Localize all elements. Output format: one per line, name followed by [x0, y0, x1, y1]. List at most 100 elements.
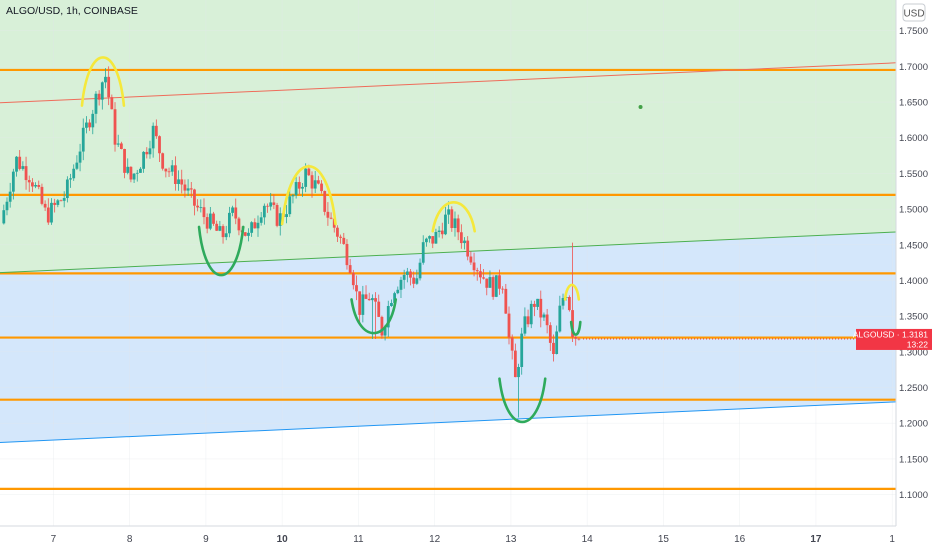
candle-body-8: [27, 180, 31, 183]
candle-body-22: [72, 168, 76, 179]
candle-body-163: [520, 333, 524, 367]
candle-body-18: [59, 200, 63, 202]
candle-body-169: [539, 298, 543, 318]
candle-body-97: [310, 175, 314, 189]
candle-body-13: [43, 203, 47, 208]
candle-body-166: [529, 303, 533, 325]
candle-body-155: [494, 275, 498, 297]
candle-body-165: [526, 316, 530, 325]
candle-body-50: [161, 153, 165, 169]
candle-body-1: [5, 201, 9, 211]
candle-body-85: [272, 202, 276, 205]
candle-body-135: [431, 236, 435, 244]
candle-body-112: [358, 291, 362, 315]
candle-body-158: [504, 288, 508, 314]
candle-body-53: [170, 165, 174, 172]
candle-body-12: [40, 186, 44, 204]
candle-body-162: [517, 366, 520, 378]
candle-body-58: [186, 188, 190, 191]
candle-body-11: [37, 185, 41, 187]
candle-body-60: [193, 189, 196, 206]
time-axis-background: [0, 526, 932, 550]
annotation-arc-6: [498, 377, 547, 424]
candle-body-20: [65, 179, 69, 199]
candle-body-128: [409, 271, 412, 278]
candle-body-150: [479, 271, 482, 278]
candle-body-31: [100, 82, 104, 100]
candle-body-82: [262, 205, 266, 218]
current-price-badge-background: [856, 328, 896, 350]
currency-button[interactable]: [902, 3, 926, 22]
candle-body-48: [154, 125, 158, 137]
time-tick-label-2: 9: [203, 534, 209, 545]
candle-body-133: [424, 238, 428, 243]
candle-body-109: [348, 265, 352, 273]
current-price-badge: ALGOUSD · 1.3181 13:22: [853, 328, 932, 350]
candle-body-127: [405, 271, 409, 275]
price-ticks: 1.7500 1.7000 1.6500 1.6000 1.5500 1.5000 1.45…: [899, 26, 928, 501]
candle-body-142: [453, 218, 457, 229]
candle-body-125: [399, 279, 403, 290]
candle-body-49: [158, 136, 161, 154]
candle-body-164: [523, 316, 527, 334]
candle-body-141: [450, 209, 454, 229]
candle-body-6: [21, 166, 25, 169]
price-tick-label-2: 1.6500: [899, 98, 928, 109]
time-tick-label-3: 10: [277, 534, 289, 545]
candle-body-123: [393, 293, 397, 303]
candle-body-87: [278, 213, 282, 226]
candle-body-4: [15, 156, 18, 172]
candle-body-167: [533, 303, 536, 307]
candle-body-38: [123, 148, 126, 173]
candle-body-99: [316, 180, 320, 184]
candle-body-111: [355, 285, 358, 292]
candle-body-79: [253, 222, 257, 229]
time-ticks: 7 8 9 10 11 12 13 14 15 16 17 1: [51, 534, 896, 545]
candle-body-171: [545, 314, 549, 326]
candle-body-14: [46, 207, 50, 223]
zones-layer: [0, 0, 896, 443]
price-tick-label-7: 1.4000: [899, 276, 928, 287]
candle-body-2: [8, 191, 12, 202]
candle-body-126: [402, 274, 406, 280]
candle-body-178: [567, 297, 571, 311]
time-tick-label-8: 15: [658, 534, 670, 545]
time-tick-label-5: 12: [429, 534, 441, 545]
candle-body-138: [440, 230, 444, 235]
candle-body-62: [199, 207, 203, 209]
candle-body-116: [370, 298, 374, 301]
marker-dot-0: [638, 105, 643, 110]
candle-body-64: [205, 217, 209, 229]
resistance-zone: [0, 0, 896, 273]
candle-body-33: [107, 76, 111, 98]
candle-body-181: [577, 338, 581, 340]
grid-layer: [0, 0, 896, 526]
price-tick-label-8: 1.3500: [899, 312, 928, 323]
candle-body-32: [104, 76, 107, 83]
price-tick-label-0: 1.7500: [899, 26, 928, 37]
candle-body-66: [212, 213, 215, 224]
candle-body-23: [75, 162, 79, 169]
candle-body-108: [345, 243, 349, 266]
candle-body-148: [472, 262, 476, 271]
candle-body-146: [466, 240, 470, 257]
candle-body-56: [180, 179, 184, 185]
candle-body-35: [113, 109, 117, 145]
candle-body-61: [196, 205, 200, 208]
price-tick-label-12: 1.1500: [899, 454, 928, 465]
candle-body-159: [507, 313, 511, 338]
candle-body-65: [208, 213, 212, 229]
candle-body-117: [374, 298, 377, 302]
candle-body-78: [250, 222, 254, 233]
trendlines-layer: [0, 62, 897, 443]
candle-body-92: [294, 182, 298, 196]
candle-body-130: [415, 278, 419, 284]
markers-layer: [638, 105, 643, 110]
candle-body-151: [482, 277, 485, 279]
price-tick-label-11: 1.2000: [899, 419, 928, 430]
time-tick-label-1: 8: [127, 534, 133, 545]
candle-body-149: [475, 270, 479, 272]
candle-body-3: [11, 171, 15, 192]
